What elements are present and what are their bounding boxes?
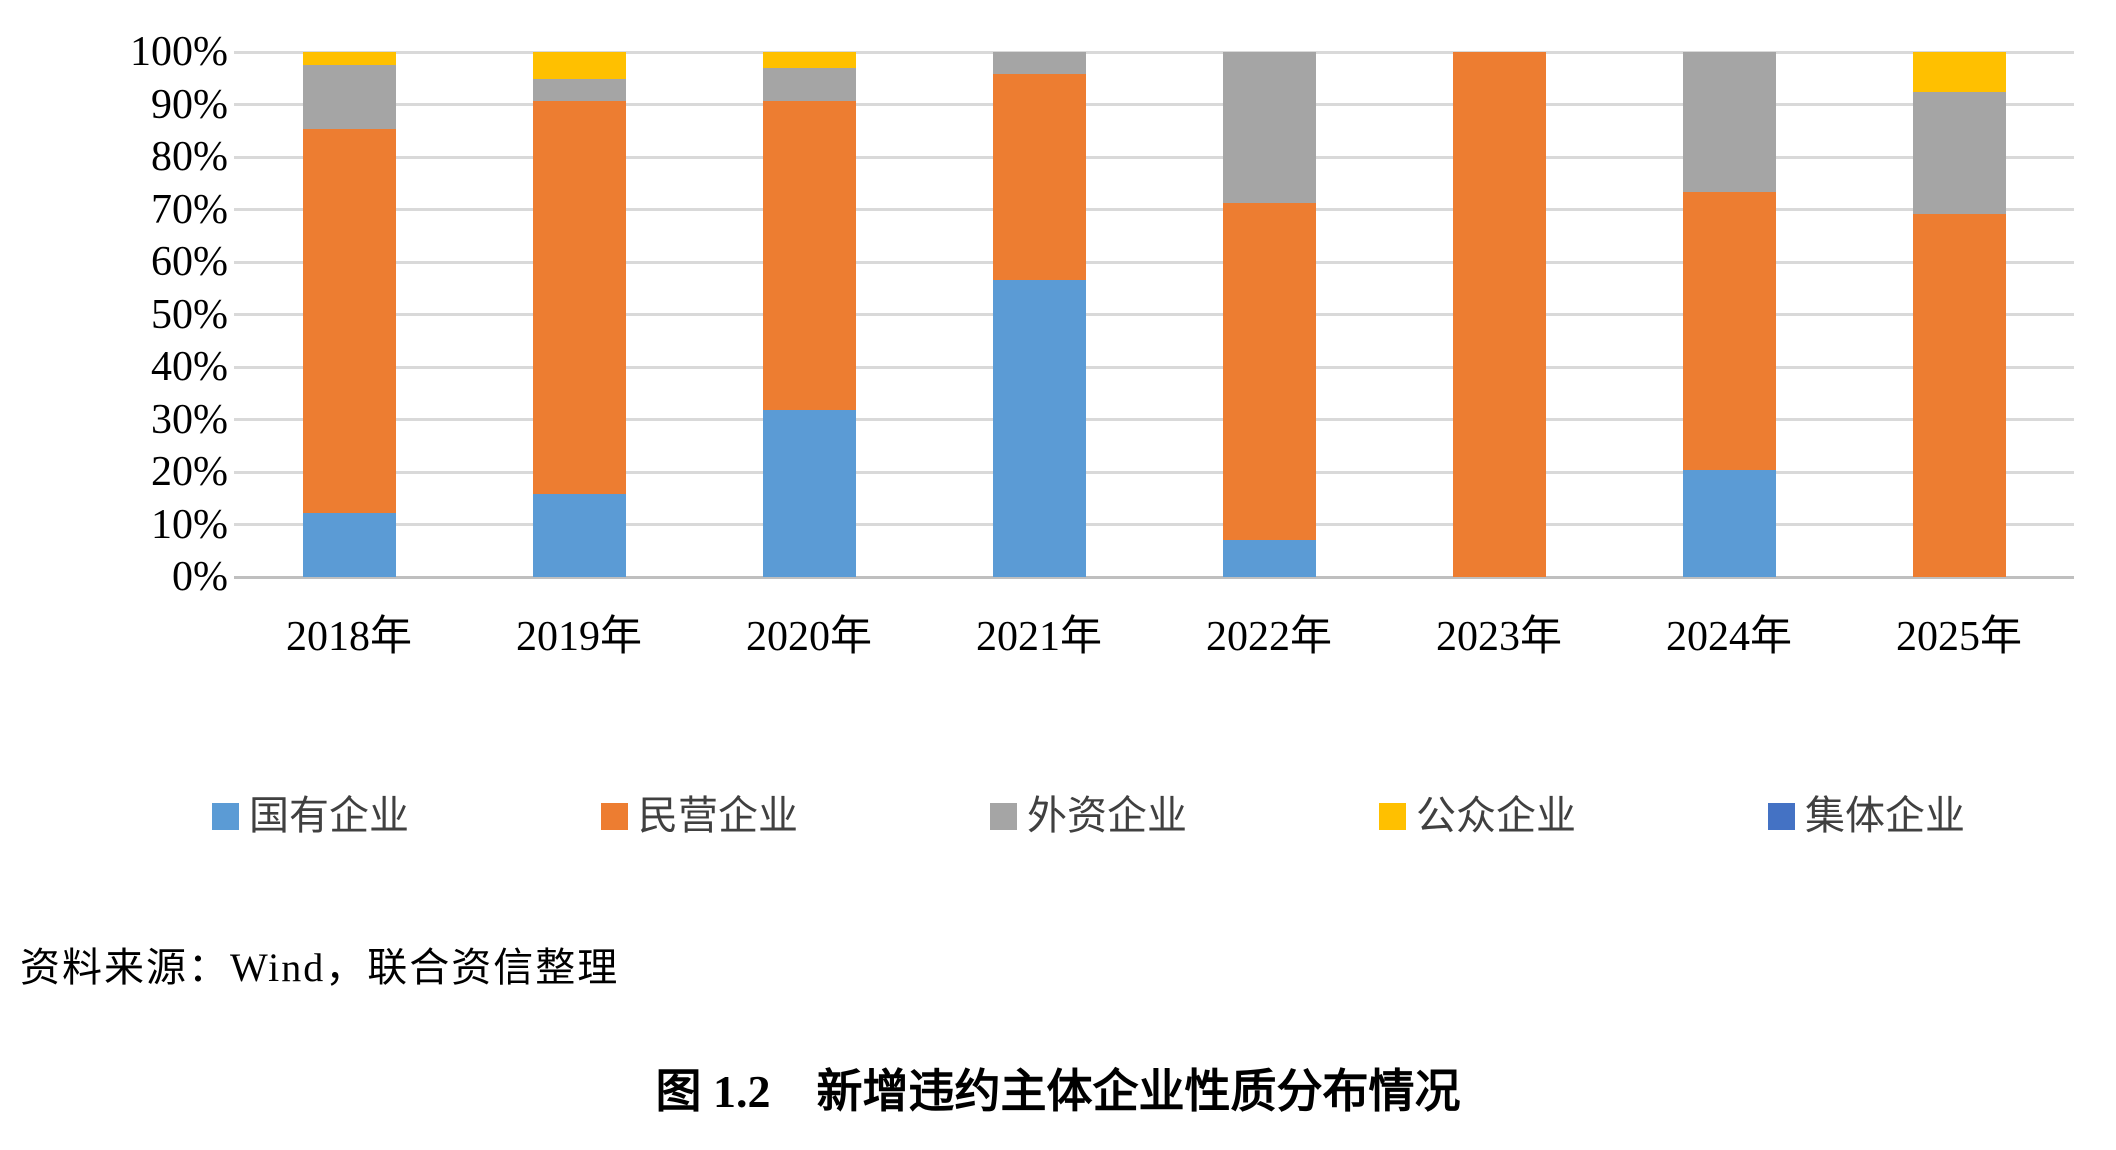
bar-segment-private <box>532 100 626 495</box>
legend-swatch-state-owned <box>212 802 239 830</box>
legend-label: 集体企业 <box>1805 793 1965 838</box>
bar-segment-public <box>1912 52 2006 93</box>
legend-label: 公众企业 <box>1416 793 1576 838</box>
y-tick-label: 100% <box>130 29 228 75</box>
bar-2023 <box>1452 52 1546 577</box>
x-tick-label: 2018年 <box>285 614 412 660</box>
x-tick-label: 2023年 <box>1435 614 1562 660</box>
y-tick-label: 10% <box>151 501 228 548</box>
gridline <box>234 50 2074 54</box>
bar-2024 <box>1682 52 1776 577</box>
gridline <box>234 365 2074 369</box>
bar-segment-state-owned <box>762 409 856 577</box>
legend-swatch-public <box>1379 802 1406 830</box>
bar-segment-private <box>1682 191 1776 471</box>
y-tick-label: 60% <box>151 239 228 285</box>
bar-segment-private <box>762 100 856 410</box>
gridline <box>234 313 2074 316</box>
x-axis-line <box>234 575 2074 579</box>
bar-2022 <box>1222 52 1316 577</box>
y-tick-label: 70% <box>151 186 228 233</box>
legend-item-collective: 集体企业 <box>1768 792 1965 840</box>
bar-segment-state-owned <box>992 280 1086 577</box>
legend-swatch-foreign <box>990 802 1017 830</box>
source-note: 资料来源：Wind，联合资信整理 <box>20 945 620 990</box>
gridline <box>234 470 2074 474</box>
bar-segment-state-owned <box>1222 539 1316 577</box>
bar-segment-private <box>1222 202 1316 540</box>
y-tick-label: 20% <box>151 449 228 495</box>
bar-segment-state-owned <box>1682 470 1776 577</box>
x-tick-label: 2024年 <box>1665 614 1792 660</box>
gridline <box>234 208 2074 211</box>
legend-swatch-collective <box>1768 802 1795 830</box>
bar-segment-public <box>532 52 626 80</box>
bar-2025 <box>1912 52 2006 577</box>
bar-2018 <box>302 52 396 577</box>
legend-item-private: 民营企业 <box>601 792 798 840</box>
bar-segment-foreign <box>532 79 626 101</box>
bar-segment-public <box>302 52 396 65</box>
bar-2019 <box>532 52 626 577</box>
y-tick-label: 50% <box>151 291 228 338</box>
x-tick-label: 2025年 <box>1895 614 2022 660</box>
y-tick-label: 90% <box>151 81 228 128</box>
bar-segment-private <box>1912 213 2006 577</box>
bar-2020 <box>762 52 856 577</box>
gridline <box>234 418 2074 421</box>
legend-item-public: 公众企业 <box>1379 792 1576 840</box>
gridline <box>234 155 2074 159</box>
bar-segment-foreign <box>762 68 856 101</box>
legend-swatch-private <box>601 802 628 830</box>
bar-segment-foreign <box>1222 52 1316 203</box>
bar-segment-private <box>1452 52 1546 577</box>
bar-segment-state-owned <box>302 512 396 577</box>
y-tick-label: 30% <box>151 396 228 443</box>
x-tick-label: 2019年 <box>515 614 642 660</box>
legend-label: 外资企业 <box>1027 793 1187 838</box>
x-tick-label: 2020年 <box>745 614 872 660</box>
gridline <box>234 523 2074 526</box>
gridline <box>234 260 2074 264</box>
bar-segment-foreign <box>1682 52 1776 192</box>
x-tick-label: 2022年 <box>1205 614 1332 660</box>
bar-segment-foreign <box>302 64 396 129</box>
y-tick-label: 0% <box>172 554 228 600</box>
legend-item-foreign: 外资企业 <box>990 792 1187 840</box>
gridline <box>234 103 2074 106</box>
bar-segment-private <box>992 74 1086 281</box>
bar-segment-private <box>302 128 396 513</box>
figure-caption: 图 1.2 新增违约主体企业性质分布情况 <box>655 1066 1461 1117</box>
y-tick-label: 80% <box>151 134 228 180</box>
stacked-bar-chart: 0% 10% 20% 30% 40% 50% 60% 70% 80% 90% 100% 2018年 2… <box>130 29 2074 840</box>
x-tick-label: 2021年 <box>975 614 1102 660</box>
y-tick-label: 40% <box>151 344 228 390</box>
bar-segment-state-owned <box>532 494 626 577</box>
legend-item-state-owned: 国有企业 <box>212 792 409 840</box>
bar-segment-foreign <box>992 52 1086 75</box>
bar-segment-foreign <box>1912 92 2006 214</box>
bar-segment-public <box>762 52 856 69</box>
legend-label: 国有企业 <box>249 793 409 838</box>
bar-2021 <box>992 52 1086 577</box>
legend-label: 民营企业 <box>638 793 798 838</box>
